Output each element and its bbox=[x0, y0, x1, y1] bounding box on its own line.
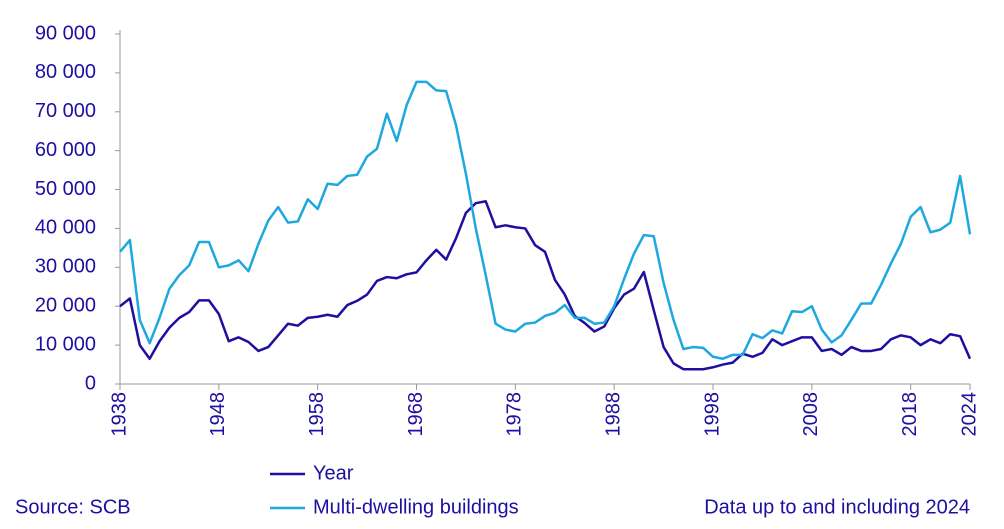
x-tick-label: 2024 bbox=[958, 392, 980, 437]
legend-label: Multi-dwelling buildings bbox=[313, 496, 519, 518]
y-tick-label: 20 000 bbox=[35, 295, 96, 317]
x-tick-label: 1938 bbox=[108, 392, 130, 437]
y-tick-label: 90 000 bbox=[35, 22, 96, 44]
x-tick-label: 1968 bbox=[405, 392, 427, 437]
x-tick-label: 1958 bbox=[306, 392, 328, 437]
y-tick-label: 70 000 bbox=[35, 100, 96, 122]
source: Source: SCB bbox=[15, 496, 131, 518]
x-tick-label: 1998 bbox=[701, 392, 723, 437]
y-tick-label: 40 000 bbox=[35, 217, 96, 239]
y-tick-label: 50 000 bbox=[35, 178, 96, 200]
y-tick-label: 0 bbox=[85, 372, 96, 394]
y-tick-label: 10 000 bbox=[35, 333, 96, 355]
note: Data up to and including 2024 bbox=[704, 496, 970, 518]
series-line bbox=[119, 199, 972, 371]
x-tick-label: 1978 bbox=[504, 392, 526, 437]
x-tick-label: 1948 bbox=[207, 392, 229, 437]
series-line bbox=[119, 80, 972, 360]
y-tick-label: 30 000 bbox=[35, 256, 96, 278]
x-tick-label: 2018 bbox=[899, 392, 921, 437]
y-tick-label: 80 000 bbox=[35, 61, 96, 83]
y-tick-label: 60 000 bbox=[35, 139, 96, 161]
x-tick-label: 2008 bbox=[800, 392, 822, 437]
legend-label: Year bbox=[313, 462, 354, 484]
x-tick-label: 1988 bbox=[602, 392, 624, 437]
